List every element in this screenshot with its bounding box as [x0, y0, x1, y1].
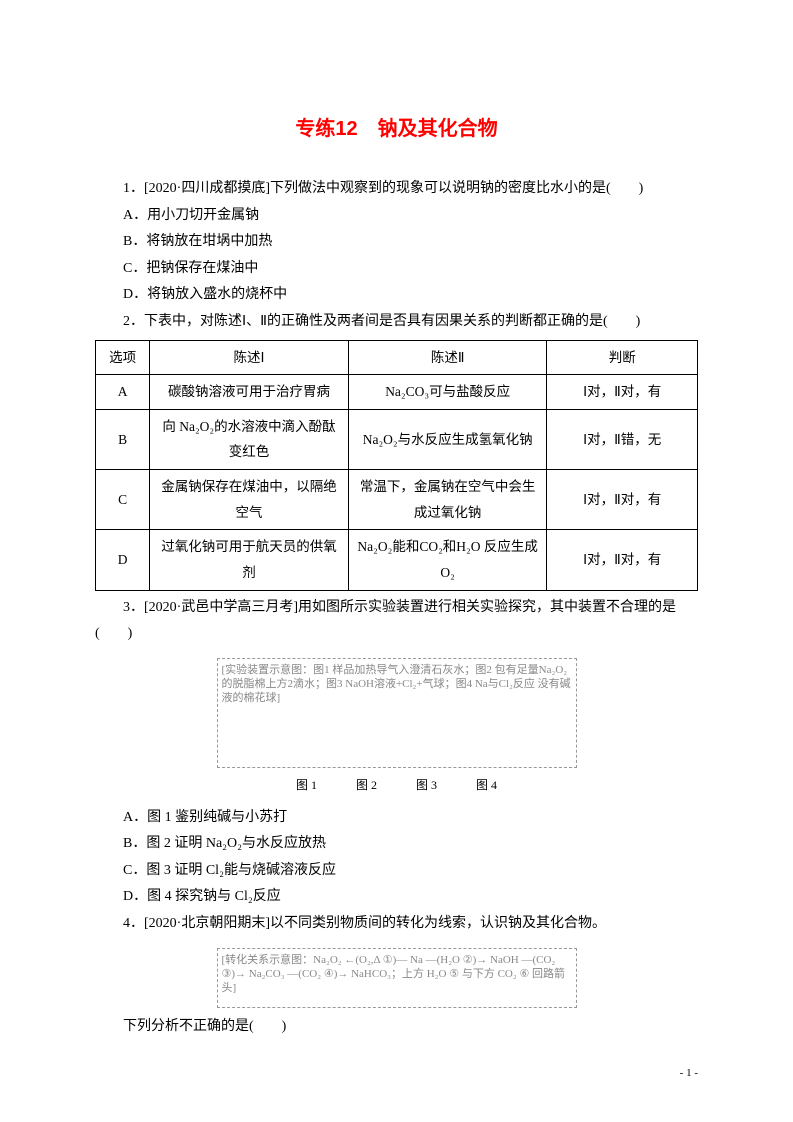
fig-label-4: 图 4 — [476, 774, 497, 797]
q2-stem: 2．下表中，对陈述Ⅰ、Ⅱ的正确性及两者间是否具有因果关系的判断都正确的是( ) — [95, 309, 698, 336]
q3-stem: 3．[2020·武邑中学高三月考]用如图所示实验装置进行相关实验探究，其中装置不… — [95, 595, 698, 648]
q4-figure: [转化关系示意图：Na₂O₂ ←(O₂,Δ ①)— Na —(H₂O ②)→ N… — [95, 948, 698, 1008]
fig-label-1: 图 1 — [296, 774, 317, 797]
cell: 碳酸钠溶液可用于治疗胃病 — [150, 375, 349, 410]
table-header-row: 选项 陈述Ⅰ 陈述Ⅱ 判断 — [96, 340, 698, 375]
cell: Na₂CO₃可与盐酸反应 — [348, 375, 547, 410]
cell: C — [96, 470, 150, 530]
fig-label-3: 图 3 — [416, 774, 437, 797]
cell: 金属钠保存在煤油中，以隔绝空气 — [150, 470, 349, 530]
cell: Ⅰ对，Ⅱ对，有 — [547, 375, 698, 410]
cell: A — [96, 375, 150, 410]
q4-stem: 4．[2020·北京朝阳期末]以不同类别物质间的转化为线索，认识钠及其化合物。 — [95, 911, 698, 938]
q3-option-c: C．图 3 证明 Cl₂能与烧碱溶液反应 — [95, 858, 698, 885]
table-row: C 金属钠保存在煤油中，以隔绝空气 常温下，金属钠在空气中会生成过氧化钠 Ⅰ对，… — [96, 470, 698, 530]
q3-option-b: B．图 2 证明 Na₂O₂与水反应放热 — [95, 831, 698, 858]
table-row: B 向 Na₂O₂的水溶液中滴入酚酞变红色 Na₂O₂与水反应生成氢氧化钠 Ⅰ对… — [96, 409, 698, 469]
cell: Na₂O₂与水反应生成氢氧化钠 — [348, 409, 547, 469]
q4-tail: 下列分析不正确的是( ) — [95, 1014, 698, 1041]
cell: Ⅰ对，Ⅱ对，有 — [547, 470, 698, 530]
q3-option-d: D．图 4 探究钠与 Cl₂反应 — [95, 884, 698, 911]
q1-option-d: D．将钠放入盛水的烧杯中 — [95, 282, 698, 309]
col-option: 选项 — [96, 340, 150, 375]
col-statement-2: 陈述Ⅱ — [348, 340, 547, 375]
cell: 向 Na₂O₂的水溶液中滴入酚酞变红色 — [150, 409, 349, 469]
cell: 过氧化钠可用于航天员的供氧剂 — [150, 530, 349, 590]
q3-figure: [实验装置示意图：图1 样品加热导气入澄清石灰水；图2 包有足量Na₂O₂的脱脂… — [95, 658, 698, 768]
table-row: D 过氧化钠可用于航天员的供氧剂 Na₂O₂能和CO₂和H₂O 反应生成O₂ Ⅰ… — [96, 530, 698, 590]
cell: Ⅰ对，Ⅱ对，有 — [547, 530, 698, 590]
q1-option-b: B．将钠放在坩埚中加热 — [95, 229, 698, 256]
q3-option-a: A．图 1 鉴别纯碱与小苏打 — [95, 805, 698, 832]
cell: Ⅰ对，Ⅱ错，无 — [547, 409, 698, 469]
cell: 常温下，金属钠在空气中会生成过氧化钠 — [348, 470, 547, 530]
table-row: A 碳酸钠溶液可用于治疗胃病 Na₂CO₃可与盐酸反应 Ⅰ对，Ⅱ对，有 — [96, 375, 698, 410]
q4-figure-placeholder: [转化关系示意图：Na₂O₂ ←(O₂,Δ ①)— Na —(H₂O ②)→ N… — [217, 948, 577, 1008]
q1-stem: 1．[2020·四川成都摸底]下列做法中观察到的现象可以说明钠的密度比水小的是(… — [95, 176, 698, 203]
cell: B — [96, 409, 150, 469]
q3-figure-labels: 图 1 图 2 图 3 图 4 — [95, 774, 698, 797]
page-number: - 1 - — [680, 1063, 698, 1084]
cell: D — [96, 530, 150, 590]
col-statement-1: 陈述Ⅰ — [150, 340, 349, 375]
page: 专练12 钠及其化合物 1．[2020·四川成都摸底]下列做法中观察到的现象可以… — [0, 0, 793, 1122]
q3-figure-placeholder: [实验装置示意图：图1 样品加热导气入澄清石灰水；图2 包有足量Na₂O₂的脱脂… — [217, 658, 577, 768]
q1-option-c: C．把钠保存在煤油中 — [95, 256, 698, 283]
fig-label-2: 图 2 — [356, 774, 377, 797]
cell: Na₂O₂能和CO₂和H₂O 反应生成O₂ — [348, 530, 547, 590]
q1-option-a: A．用小刀切开金属钠 — [95, 203, 698, 230]
col-judgement: 判断 — [547, 340, 698, 375]
q2-table: 选项 陈述Ⅰ 陈述Ⅱ 判断 A 碳酸钠溶液可用于治疗胃病 Na₂CO₃可与盐酸反… — [95, 340, 698, 591]
page-title: 专练12 钠及其化合物 — [95, 110, 698, 148]
